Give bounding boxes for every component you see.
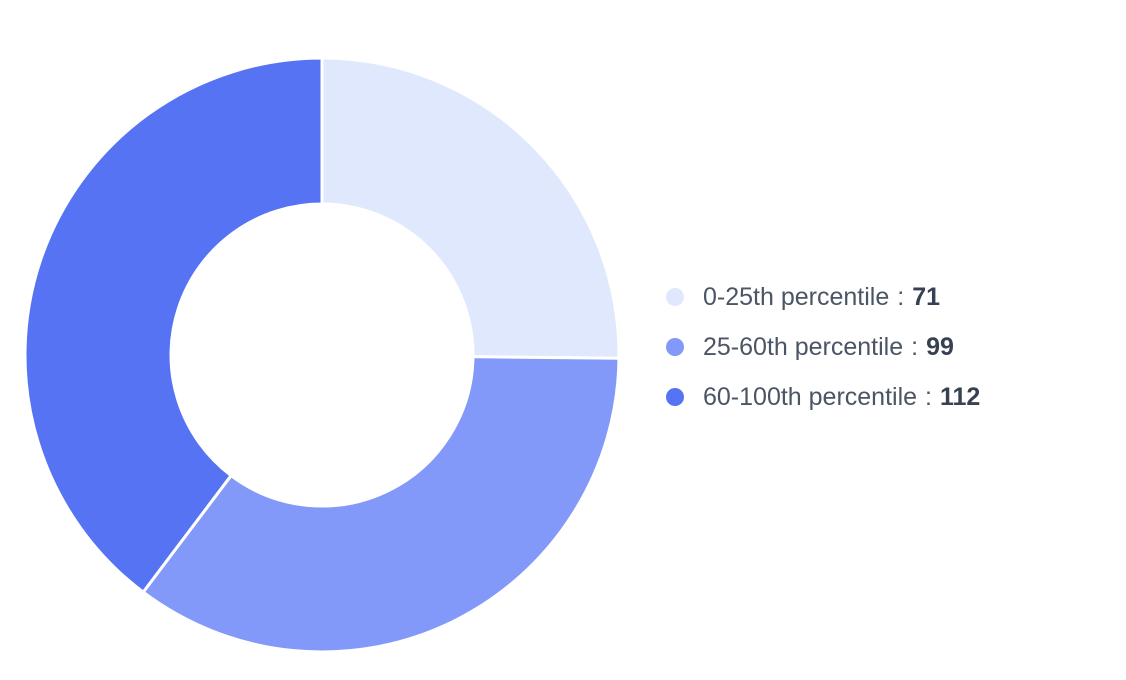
- legend-label: 0-25th percentile: [703, 282, 890, 311]
- legend-value: 99: [926, 332, 954, 361]
- legend-label: 60-100th percentile: [703, 382, 918, 411]
- donut-slice-2[interactable]: [23, 56, 324, 594]
- donut-slice-0[interactable]: [320, 56, 621, 360]
- legend-item-60-100th[interactable]: 60-100th percentile : 112: [666, 380, 980, 414]
- legend-separator: :: [911, 332, 919, 361]
- legend-label: 25-60th percentile: [703, 332, 904, 361]
- legend-dot: [666, 388, 684, 406]
- legend-item-25-60th[interactable]: 25-60th percentile : 99: [666, 330, 980, 364]
- donut-slice-1[interactable]: [141, 355, 621, 654]
- chart-legend: 0-25th percentile : 71 25-60th percentil…: [666, 280, 980, 414]
- legend-dot: [666, 288, 684, 306]
- legend-separator: :: [897, 282, 905, 311]
- legend-separator: :: [925, 382, 932, 411]
- legend-value: 112: [940, 382, 981, 411]
- legend-value: 71: [912, 282, 940, 311]
- legend-item-0-25th[interactable]: 0-25th percentile : 71: [666, 280, 980, 314]
- legend-dot: [666, 338, 684, 356]
